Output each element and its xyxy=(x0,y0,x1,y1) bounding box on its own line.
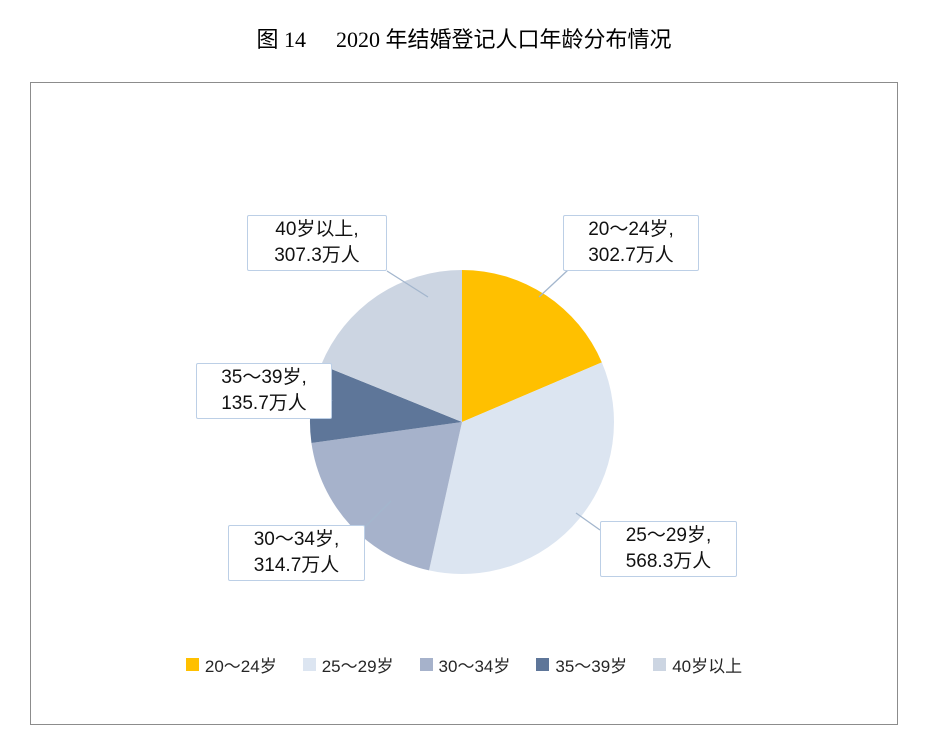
legend-item-20-24: 20〜24岁 xyxy=(185,652,277,677)
figure-title: 2020 年结婚登记人口年龄分布情况 xyxy=(336,27,672,52)
pie-slice-40-plus xyxy=(321,270,462,422)
legend-swatch-30-34 xyxy=(419,658,433,671)
callout-40-plus: 40岁以上, 307.3万人 xyxy=(247,215,387,271)
legend-label: 35〜39岁 xyxy=(555,657,628,676)
legend-label: 25〜29岁 xyxy=(321,657,394,676)
pie-slice-20-24 xyxy=(462,270,602,422)
callout-category: 25〜29岁, xyxy=(625,525,712,546)
pie-chart xyxy=(309,269,614,574)
figure-caption: 图 14 2020 年结婚登记人口年龄分布情况 xyxy=(0,22,928,54)
leader-line-20-24 xyxy=(538,269,569,298)
callout-20-24: 20〜24岁, 302.7万人 xyxy=(563,215,699,271)
callout-30-34: 30〜34岁, 314.7万人 xyxy=(228,525,365,581)
pie-slice-30-34 xyxy=(311,422,462,571)
callout-value: 314.7万人 xyxy=(253,555,340,576)
pie-slice-25-29 xyxy=(429,362,614,574)
legend-label: 40岁以上 xyxy=(672,657,743,676)
legend-swatch-40-plus xyxy=(653,658,667,671)
legend-swatch-25-29 xyxy=(302,658,316,671)
callout-value: 568.3万人 xyxy=(625,551,712,572)
legend-item-30-34: 30〜34岁 xyxy=(419,652,511,677)
legend-item-40-plus: 40岁以上 xyxy=(653,652,742,677)
callout-category: 20〜24岁, xyxy=(588,219,674,240)
leader-line-40-plus xyxy=(386,270,429,298)
leader-line-25-29 xyxy=(575,512,601,531)
leader-line-30-34 xyxy=(364,500,392,528)
callout-25-29: 25〜29岁, 568.3万人 xyxy=(600,521,737,577)
legend: 20〜24岁 25〜29岁 30〜34岁 35〜39岁 40岁以上 xyxy=(31,652,897,677)
callout-category: 35〜39岁, xyxy=(221,367,307,388)
callout-category: 30〜34岁, xyxy=(253,529,340,550)
figure-number: 图 14 xyxy=(256,27,306,52)
legend-swatch-35-39 xyxy=(536,658,550,671)
callout-value: 307.3万人 xyxy=(274,245,360,266)
legend-label: 20〜24岁 xyxy=(204,657,277,676)
callout-value: 135.7万人 xyxy=(221,393,307,414)
legend-item-25-29: 25〜29岁 xyxy=(302,652,394,677)
callout-35-39: 35〜39岁, 135.7万人 xyxy=(196,363,332,419)
legend-label: 30〜34岁 xyxy=(438,657,511,676)
callout-category: 40岁以上, xyxy=(275,219,359,240)
legend-swatch-20-24 xyxy=(185,658,199,671)
legend-item-35-39: 35〜39岁 xyxy=(536,652,627,677)
pie-slice-35-39 xyxy=(309,364,462,443)
callout-value: 302.7万人 xyxy=(588,245,674,266)
chart-frame: 20〜24岁, 302.7万人 25〜29岁, 568.3万人 30〜34岁, … xyxy=(30,82,898,725)
